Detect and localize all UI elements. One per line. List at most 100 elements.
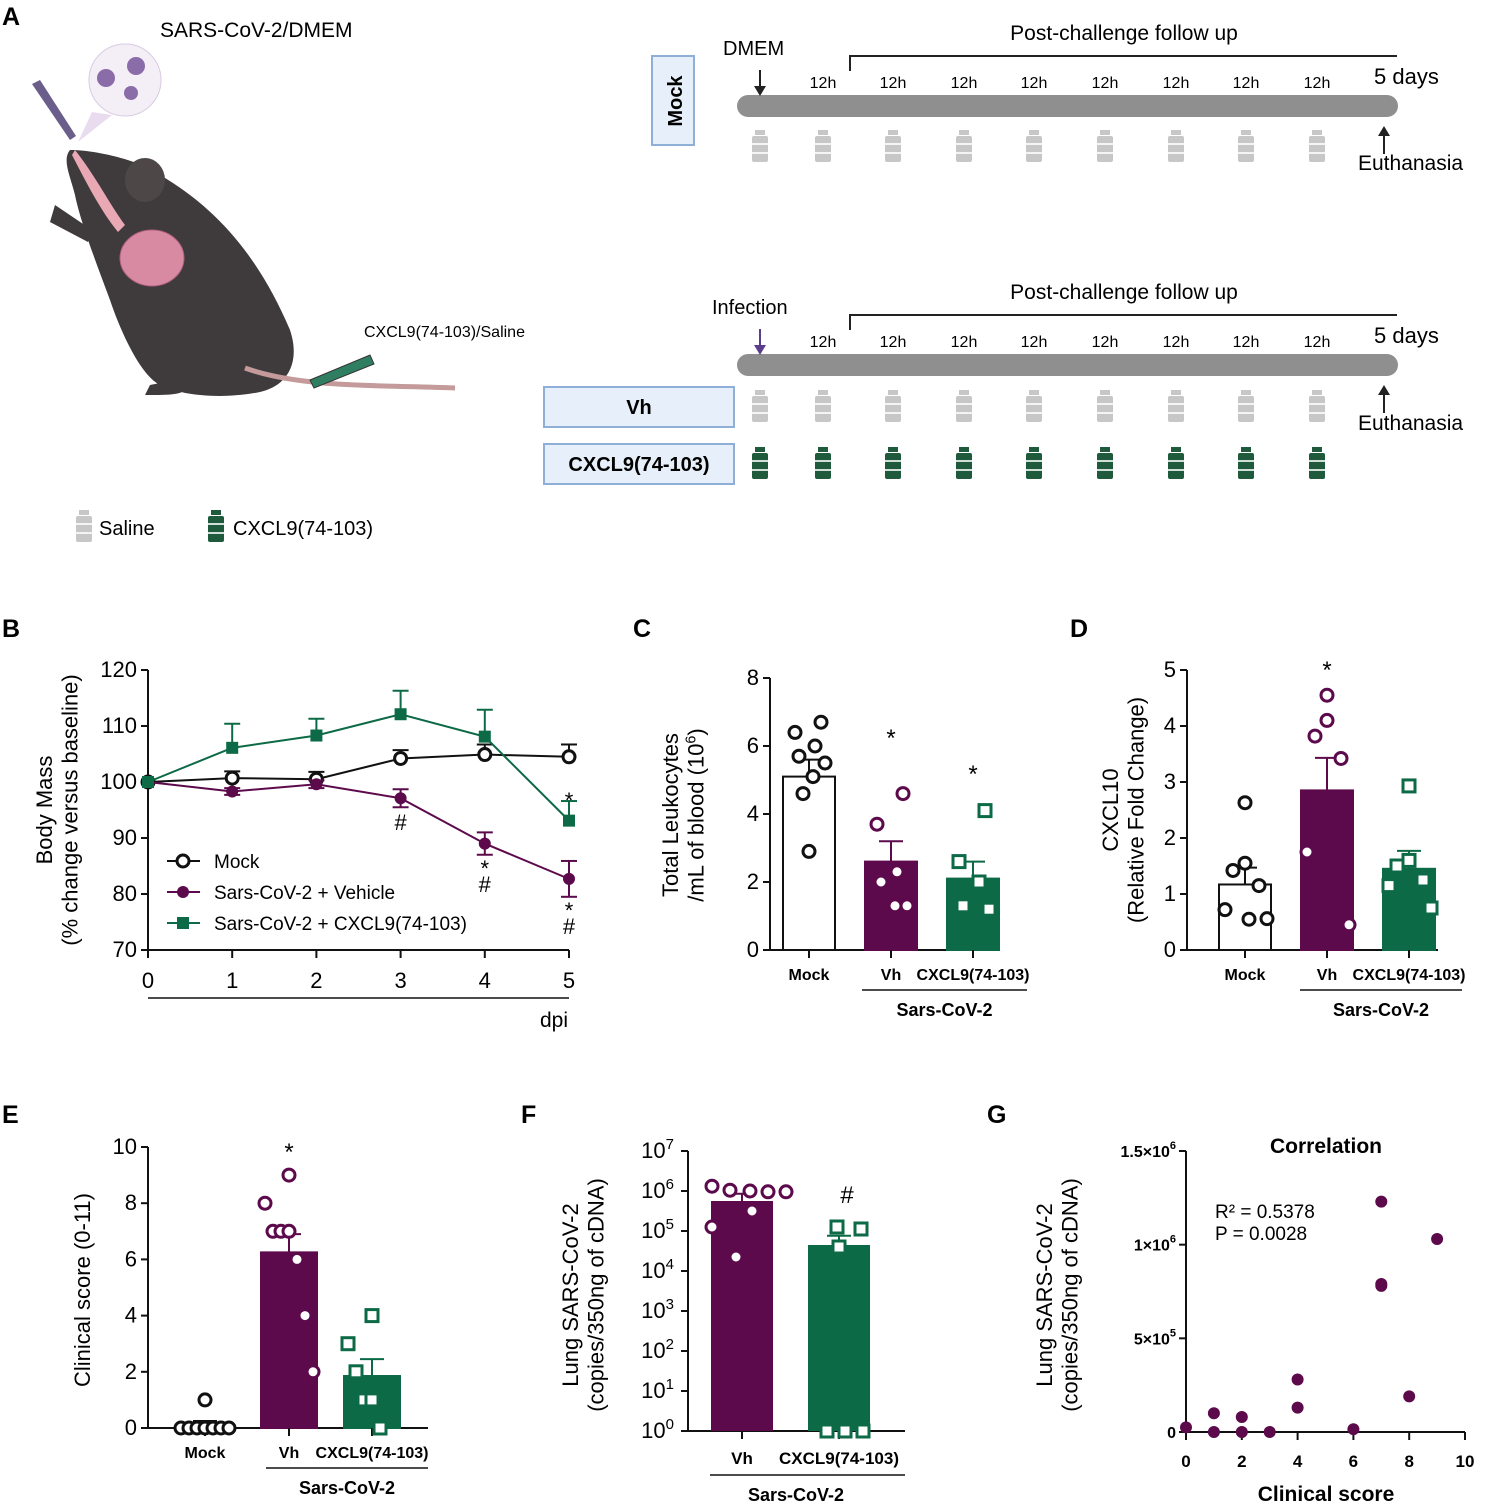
cxcl9-vial-icon — [885, 447, 901, 479]
data-point — [305, 1364, 321, 1380]
saline-vial-icon-band — [1238, 403, 1254, 405]
cxcl9-vial-icon-band — [1168, 460, 1184, 462]
saline-vial-icon-cap — [1029, 130, 1039, 135]
data-point — [971, 874, 987, 890]
y-tick-label: 102 — [641, 1336, 674, 1363]
x-tick-label: CXCL9(74-103) — [779, 1449, 899, 1468]
x-tick-label: Vh — [1317, 967, 1337, 984]
end-arrow-head — [1378, 385, 1390, 395]
saline-vial-icon — [1097, 390, 1113, 422]
data-point — [221, 1420, 237, 1436]
data-point — [364, 1392, 380, 1408]
tick-base: 10 — [641, 1218, 665, 1243]
data-point — [889, 864, 905, 880]
cxcl9-vial-icon — [208, 510, 224, 542]
cxcl9-vial-icon-cap — [211, 510, 221, 515]
data-point — [563, 814, 575, 827]
y-axis-label: Body Mass(% change versus baseline) — [32, 674, 82, 945]
x-tick-label: Mock — [1225, 967, 1266, 984]
timeline-bar — [737, 95, 1398, 117]
saline-vial-icon-cap — [1312, 130, 1322, 135]
data-point — [281, 1167, 297, 1183]
y-tick-label: 10 — [113, 1134, 137, 1159]
saline-vial-icon — [1026, 390, 1042, 422]
data-point — [1431, 1233, 1444, 1246]
saline-vial-icon-cap — [888, 130, 898, 135]
saline-vial-icon-body — [1168, 396, 1184, 422]
y-tick-label: 1×106 — [1134, 1234, 1176, 1255]
interval-label: 12h — [1304, 75, 1331, 92]
tick-exponent: 5 — [1170, 1327, 1176, 1339]
y-axis-label: Total Leukocytes/mL of blood (106) — [658, 728, 708, 901]
y-axis-label-line: Lung SARS-CoV-2 — [1032, 1203, 1057, 1386]
x-axis-label: dpi — [540, 1009, 568, 1032]
cxcl9-vial-icon-band — [815, 469, 831, 471]
data-point — [1375, 1278, 1388, 1291]
y-tick-label: 8 — [125, 1190, 137, 1215]
y-tick-label: 0 — [1164, 937, 1176, 962]
cxcl9-vial-icon — [752, 447, 768, 479]
infection-end-label: 5 days — [1374, 323, 1439, 348]
data-point — [819, 1423, 835, 1439]
data-point — [899, 898, 915, 914]
bar — [711, 1201, 773, 1431]
y-axis-label-line: /mL of blood (106) — [683, 728, 708, 901]
interval-label: 12h — [1021, 75, 1048, 92]
bar — [343, 1375, 401, 1430]
data-point — [895, 786, 911, 802]
infection-start-label: Infection — [712, 297, 788, 319]
cxcl9-vial-icon-body — [1168, 453, 1184, 479]
mock-timeline: 12h 12h 12h 12h 12h 12h 12h 12h — [737, 55, 1398, 162]
x-tick-label: Mock — [789, 967, 830, 984]
data-point — [1207, 1426, 1220, 1438]
data-point — [951, 854, 967, 870]
x-tick-label: 4 — [479, 968, 491, 993]
data-point — [1291, 1373, 1304, 1386]
data-point — [1319, 712, 1335, 728]
data-point — [887, 898, 903, 914]
cxcl9-vial-icon-band — [1097, 460, 1113, 462]
data-point — [1237, 855, 1253, 871]
data-point — [760, 1184, 776, 1200]
data-point — [744, 1203, 760, 1219]
saline-vial-icon-body — [1097, 136, 1113, 162]
saline-vial-icon-band — [76, 523, 92, 525]
infection-endpoint-label: Euthanasia — [1358, 412, 1463, 435]
cxcl9-vial-icon-body — [956, 453, 972, 479]
data-point — [1341, 917, 1357, 933]
mock-group-box — [651, 55, 695, 146]
tick-exponent: 3 — [666, 1296, 674, 1313]
interval-label: 12h — [880, 334, 907, 351]
saline-vial-icon-band — [815, 143, 831, 145]
data-point — [855, 1423, 871, 1439]
cxcl9-vial-icon-band — [1026, 460, 1042, 462]
data-point — [1403, 1390, 1416, 1403]
data-point — [364, 1308, 380, 1324]
series-line — [147, 753, 570, 783]
data-point — [289, 1251, 305, 1267]
tick-exponent: 4 — [666, 1256, 674, 1273]
y-axis-label-part: ) — [683, 728, 708, 735]
saline-vial-icon-body — [1026, 396, 1042, 422]
vh-group-box — [543, 386, 735, 428]
saline-vial-icon-cap — [1241, 130, 1251, 135]
mouse-arm — [50, 205, 92, 242]
legend-label: Sars-CoV-2 + CXCL9(74-103) — [214, 914, 467, 935]
data-point — [348, 1364, 364, 1380]
followup-bracket — [849, 314, 1397, 330]
saline-vial-icon-band — [1238, 152, 1254, 154]
x-tick-label: Vh — [279, 1445, 299, 1462]
y-tick-label: 6 — [747, 733, 759, 758]
saline-vial-icon-band — [1026, 403, 1042, 405]
end-arrow-head — [1378, 126, 1390, 136]
cxcl9-vial-icon-body — [1026, 453, 1042, 479]
sig-annotation: * — [565, 788, 574, 813]
legend-marker — [177, 917, 189, 929]
panel-letter: D — [1070, 615, 1088, 643]
y-tick-label: 107 — [641, 1136, 674, 1163]
y-tick-label: 4 — [1164, 713, 1176, 738]
cxcl9-vial-icon-band — [1309, 460, 1325, 462]
cxcl9-vial-icon-band — [1026, 469, 1042, 471]
data-point — [394, 792, 407, 805]
